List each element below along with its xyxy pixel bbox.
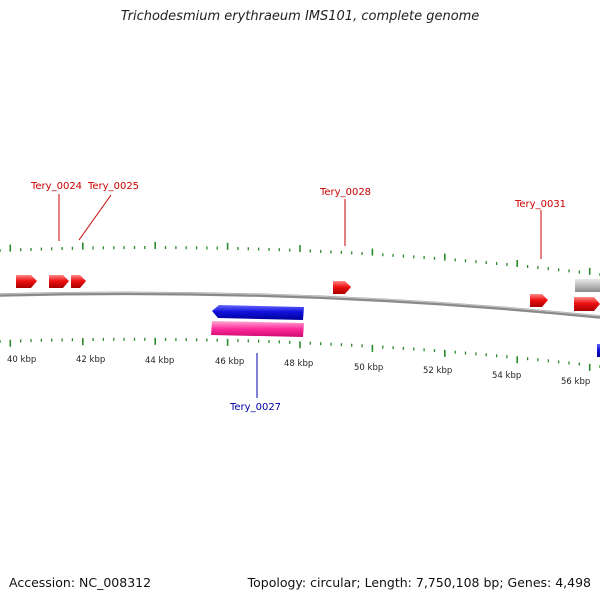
gene-label-tery-0027[interactable]: Tery_0027 bbox=[229, 402, 281, 413]
scale-label: 46 kbp bbox=[215, 357, 244, 367]
gene-label-tery-0025[interactable]: Tery_0025 bbox=[87, 181, 139, 192]
gene-arrow-reverse-partial[interactable] bbox=[597, 344, 600, 357]
gene-label-tery-0024[interactable]: Tery_0024 bbox=[30, 181, 82, 192]
gene-label-tery-0031[interactable]: Tery_0031 bbox=[514, 199, 566, 210]
genome-stats-text: Topology: circular; Length: 7,750,108 bp… bbox=[247, 575, 591, 590]
gene-arrow-forward[interactable] bbox=[333, 281, 351, 294]
scale-labels: 40 kbp 42 kbp 44 kbp 46 kbp 48 kbp 50 kb… bbox=[7, 355, 590, 387]
gene-label-tery-0028[interactable]: Tery_0028 bbox=[319, 187, 371, 198]
gene-arrow-forward[interactable] bbox=[530, 294, 548, 307]
tick-row-top bbox=[0, 242, 600, 276]
scale-label: 42 kbp bbox=[76, 355, 105, 365]
rrna-block[interactable] bbox=[211, 321, 304, 337]
scale-label: 52 kbp bbox=[423, 366, 452, 376]
gene-arrow-forward[interactable] bbox=[49, 275, 69, 288]
genome-backbone bbox=[0, 291, 600, 319]
scale-label: 54 kbp bbox=[492, 371, 521, 381]
genome-title: Trichodesmium erythraeum IMS101, complet… bbox=[120, 9, 480, 24]
scale-label: 40 kbp bbox=[7, 355, 36, 365]
tick-row-bottom bbox=[0, 337, 600, 371]
genome-backbone-highlight bbox=[0, 291, 600, 317]
forward-strand-genes bbox=[16, 275, 600, 311]
scale-label: 48 kbp bbox=[284, 359, 313, 369]
gene-arrow-reverse[interactable] bbox=[212, 305, 304, 320]
feature-block-gray[interactable] bbox=[575, 279, 600, 292]
scale-label: 56 kbp bbox=[561, 377, 590, 387]
label-leader-lines bbox=[58, 194, 542, 398]
gene-arrow-forward[interactable] bbox=[71, 275, 86, 288]
gene-arrow-forward[interactable] bbox=[16, 275, 37, 288]
gene-arrow-forward[interactable] bbox=[574, 297, 600, 311]
gene-labels: Tery_0024 Tery_0025 Tery_0028 Tery_0031 … bbox=[30, 181, 566, 413]
reverse-strand-genes bbox=[211, 305, 600, 357]
scale-label: 44 kbp bbox=[145, 356, 174, 366]
accession-text: Accession: NC_008312 bbox=[9, 575, 152, 590]
scale-label: 50 kbp bbox=[354, 363, 383, 373]
